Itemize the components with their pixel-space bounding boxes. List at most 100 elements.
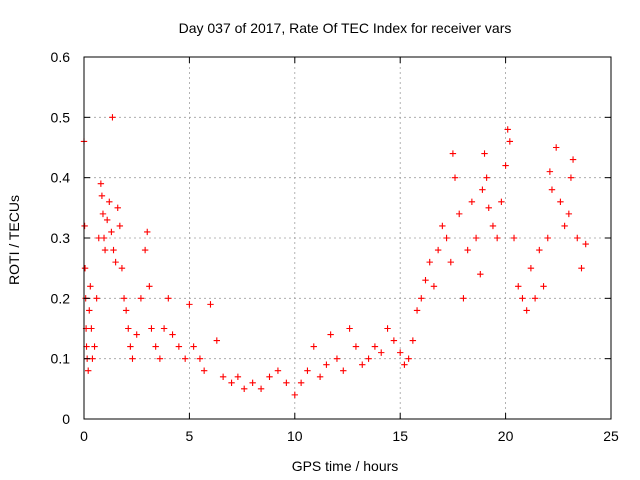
data-point <box>249 379 256 386</box>
data-point <box>146 283 153 290</box>
data-point <box>498 198 505 205</box>
data-point <box>207 301 214 308</box>
x-tick-label: 0 <box>80 428 88 444</box>
data-point <box>110 246 117 254</box>
data-point <box>141 246 149 254</box>
data-point <box>81 222 88 230</box>
data-point <box>86 307 93 314</box>
data-point <box>175 343 183 350</box>
data-point <box>266 373 273 380</box>
data-point <box>569 156 577 163</box>
data-point <box>144 228 151 236</box>
data-point <box>100 234 108 242</box>
data-point <box>186 301 193 308</box>
data-point <box>241 385 248 393</box>
data-point <box>519 295 526 302</box>
data-point <box>443 234 450 242</box>
data-point <box>152 343 159 350</box>
data-point <box>137 295 145 302</box>
y-tick-label: 0.3 <box>51 230 71 246</box>
grid <box>84 57 611 419</box>
plot-frame <box>83 56 612 420</box>
data-point <box>409 337 417 344</box>
x-tick-label: 10 <box>287 428 303 444</box>
data-point <box>561 222 568 230</box>
y-tick-label: 0.6 <box>51 49 71 65</box>
data-point <box>464 246 471 254</box>
data-point <box>200 367 208 374</box>
data-point <box>546 168 554 175</box>
data-point <box>447 258 454 266</box>
data-point <box>540 283 547 290</box>
data-point <box>116 222 124 230</box>
x-tick-label: 15 <box>392 428 408 444</box>
data-point <box>156 355 164 362</box>
data-point <box>567 174 575 181</box>
chart-title: Day 037 of 2017, Rate Of TEC Index for r… <box>179 20 512 36</box>
data-point <box>88 325 95 332</box>
data-point <box>219 373 227 380</box>
data-point <box>449 150 457 157</box>
data-point <box>390 337 398 344</box>
data-point <box>378 349 385 356</box>
data-point <box>101 246 109 254</box>
data-point <box>181 355 189 362</box>
data-point <box>439 222 446 230</box>
data-point <box>365 355 372 362</box>
data-point <box>515 283 522 290</box>
y-tick-label: 0.2 <box>51 290 71 306</box>
data-point <box>422 277 429 284</box>
data-point <box>127 343 134 350</box>
data-point <box>472 234 480 242</box>
data-point <box>578 264 585 272</box>
data-point <box>536 246 543 254</box>
data-point <box>310 343 317 350</box>
data-point <box>352 343 360 350</box>
data-point <box>93 295 100 302</box>
data-point <box>323 361 330 368</box>
data-point <box>81 264 89 272</box>
x-tick-label: 5 <box>186 428 194 444</box>
y-tick-label: 0.4 <box>51 170 71 186</box>
data-point <box>468 198 476 205</box>
data-point <box>456 210 463 218</box>
data-point <box>190 343 197 350</box>
data-point <box>531 295 539 302</box>
data-point <box>502 162 509 169</box>
data-point <box>297 379 305 386</box>
data-point <box>85 367 92 374</box>
x-axis-title: GPS time / hours <box>292 458 399 474</box>
data-point <box>99 210 107 218</box>
data-point <box>582 240 589 248</box>
data-point <box>257 385 265 393</box>
y-tick-label: 0 <box>62 411 70 427</box>
data-point <box>87 283 94 290</box>
data-point <box>109 114 116 121</box>
data-point <box>510 234 518 242</box>
data-point <box>234 373 242 380</box>
data-point <box>103 216 111 224</box>
data-point <box>359 361 366 368</box>
data-point <box>426 258 433 266</box>
data-point <box>371 343 379 350</box>
data-point <box>316 373 324 380</box>
data-point <box>504 126 511 133</box>
data-point <box>527 264 535 272</box>
data-point <box>196 355 204 362</box>
data-point <box>489 222 497 230</box>
data-point <box>114 204 121 212</box>
data-point <box>479 186 486 193</box>
data-point <box>98 192 106 199</box>
data-point <box>129 355 136 362</box>
data-point <box>283 379 290 386</box>
data-point <box>228 379 235 386</box>
data-point <box>544 234 551 242</box>
data-point <box>346 325 353 332</box>
data-points <box>80 114 589 399</box>
data-point <box>304 367 311 374</box>
data-point <box>125 325 132 332</box>
data-point <box>552 144 560 151</box>
data-point <box>485 204 492 212</box>
